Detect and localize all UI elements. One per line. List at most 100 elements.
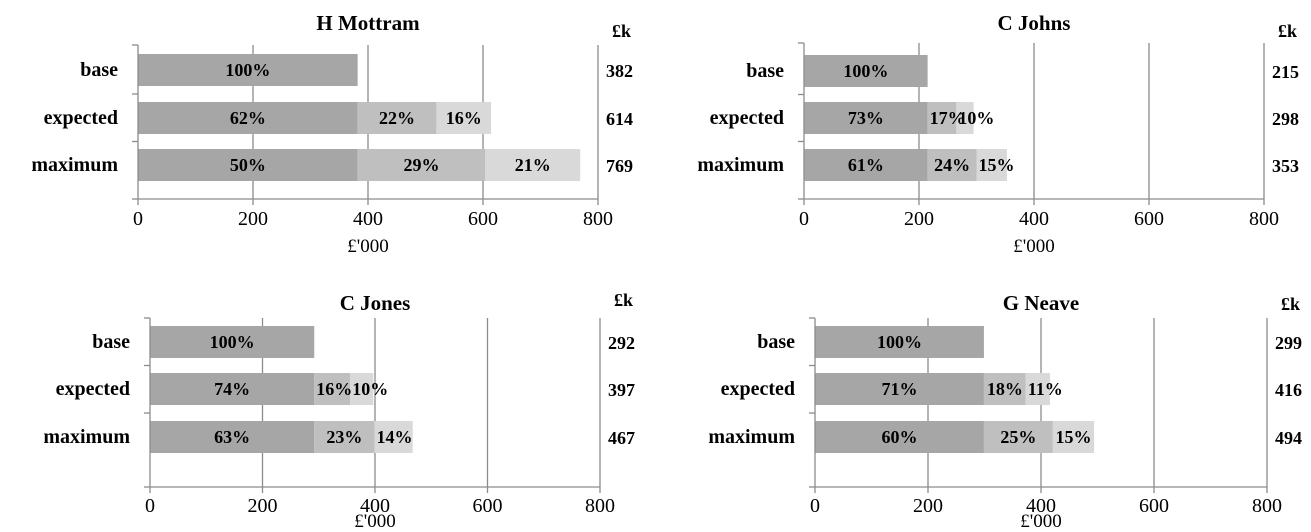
- data-label: 24%: [934, 155, 970, 175]
- data-label: 17%: [930, 108, 966, 128]
- data-label: 61%: [848, 155, 884, 175]
- x-tick-label: 800: [1252, 495, 1282, 517]
- bar-segment: [357, 102, 437, 134]
- totals-header: £k: [1281, 294, 1300, 314]
- data-label: 18%: [987, 379, 1023, 399]
- data-label: 100%: [210, 332, 255, 352]
- bar-segment: [138, 102, 358, 134]
- chart-panel: 100% 74% 16% 10% 63% 23% 14% base expected maximu…: [43, 290, 635, 532]
- data-label: 73%: [848, 108, 884, 128]
- data-label: 16%: [446, 108, 482, 128]
- data-label: 71%: [881, 379, 917, 399]
- bar-segment: [804, 149, 928, 181]
- totals-header: £k: [614, 290, 633, 310]
- bar-segment: [374, 421, 413, 453]
- x-tick-label: 200: [913, 495, 943, 517]
- x-tick-label: 600: [473, 495, 503, 517]
- data-label: 16%: [316, 379, 352, 399]
- x-tick-label: 0: [145, 495, 155, 517]
- x-tick-label: 800: [583, 208, 613, 230]
- total-value: 298: [1272, 109, 1299, 129]
- data-label: 21%: [515, 155, 551, 175]
- x-tick-label: 200: [238, 208, 268, 230]
- data-label: 22%: [379, 108, 415, 128]
- category-label: maximum: [708, 426, 795, 448]
- bar-segment: [804, 102, 928, 134]
- bar-segment: [956, 102, 974, 134]
- x-tick-label: 400: [360, 495, 390, 517]
- data-label: 29%: [403, 155, 439, 175]
- chart-panel: 100% 62% 22% 16% 50% 29% 21% base expected maximu…: [31, 11, 633, 257]
- total-value: 292: [608, 333, 635, 353]
- x-tick-label: 800: [1249, 208, 1279, 230]
- category-label: base: [757, 331, 795, 353]
- bar-segment: [138, 149, 358, 181]
- data-label: 100%: [225, 60, 270, 80]
- category-label: expected: [44, 107, 118, 129]
- bar-segment: [927, 149, 977, 181]
- totals-header: £k: [1278, 21, 1297, 41]
- category-label: expected: [710, 107, 784, 129]
- data-label: 15%: [979, 155, 1015, 175]
- total-value: 397: [608, 380, 635, 400]
- bar-segment: [815, 421, 984, 453]
- x-tick-label: 600: [1139, 495, 1169, 517]
- data-label: 74%: [214, 379, 250, 399]
- bar-segment: [150, 326, 315, 358]
- x-tick-label: 400: [1026, 495, 1056, 517]
- bar-segment: [815, 326, 984, 358]
- category-label: expected: [56, 378, 130, 400]
- chart-panel: 100% 71% 18% 11% 60% 25% 15% base expected maximu…: [708, 291, 1302, 532]
- chart-title: C Johns: [998, 11, 1071, 35]
- chart-title: G Neave: [1003, 291, 1079, 315]
- x-tick-label: 200: [248, 495, 278, 517]
- x-tick-label: 800: [585, 495, 615, 517]
- data-label: 11%: [1028, 379, 1063, 399]
- data-label: 63%: [214, 427, 250, 447]
- x-tick-label: 400: [1019, 208, 1049, 230]
- x-axis-label: £'000: [347, 236, 388, 257]
- x-axis-label: £'000: [354, 511, 395, 532]
- chart-panel: 100% 73% 17%10% 61% 24% 15% base expected maximu…: [697, 11, 1299, 257]
- x-tick-label: 0: [799, 208, 809, 230]
- bar-segment: [1025, 373, 1051, 405]
- data-label: 100%: [877, 332, 922, 352]
- bar-segment: [976, 149, 1007, 181]
- bar-segment: [436, 102, 492, 134]
- x-tick-label: 400: [353, 208, 383, 230]
- chart-title: C Jones: [340, 291, 411, 315]
- total-value: 353: [1272, 156, 1299, 176]
- data-label: 60%: [881, 427, 917, 447]
- total-value: 416: [1275, 380, 1302, 400]
- total-value: 382: [606, 61, 633, 81]
- category-label: expected: [721, 378, 795, 400]
- bar-segment: [983, 373, 1026, 405]
- x-tick-label: 200: [904, 208, 934, 230]
- total-value: 299: [1275, 333, 1302, 353]
- bar-segment: [983, 421, 1053, 453]
- x-tick-label: 0: [133, 208, 143, 230]
- category-label: maximum: [697, 154, 784, 176]
- chart-title: H Mottram: [316, 11, 420, 35]
- bar-segment: [350, 373, 374, 405]
- x-tick-label: 0: [810, 495, 820, 517]
- data-label: 14%: [376, 427, 412, 447]
- total-value: 614: [606, 109, 633, 129]
- data-label: 50%: [230, 155, 266, 175]
- category-label: maximum: [31, 154, 118, 176]
- total-value: 467: [608, 428, 635, 448]
- x-tick-label: 600: [468, 208, 498, 230]
- totals-header: £k: [612, 21, 631, 41]
- bar-segment: [927, 102, 957, 134]
- total-value: 494: [1275, 428, 1302, 448]
- x-axis-label: £'000: [1020, 511, 1061, 532]
- data-label: 10%: [352, 379, 388, 399]
- category-label: base: [92, 331, 130, 353]
- data-label: 100%: [843, 61, 888, 81]
- bar-segment: [138, 54, 358, 86]
- data-label: 10%: [958, 108, 994, 128]
- data-label: 23%: [326, 427, 362, 447]
- bar-segment: [485, 149, 581, 181]
- data-label: 62%: [230, 108, 266, 128]
- bar-segment: [314, 421, 375, 453]
